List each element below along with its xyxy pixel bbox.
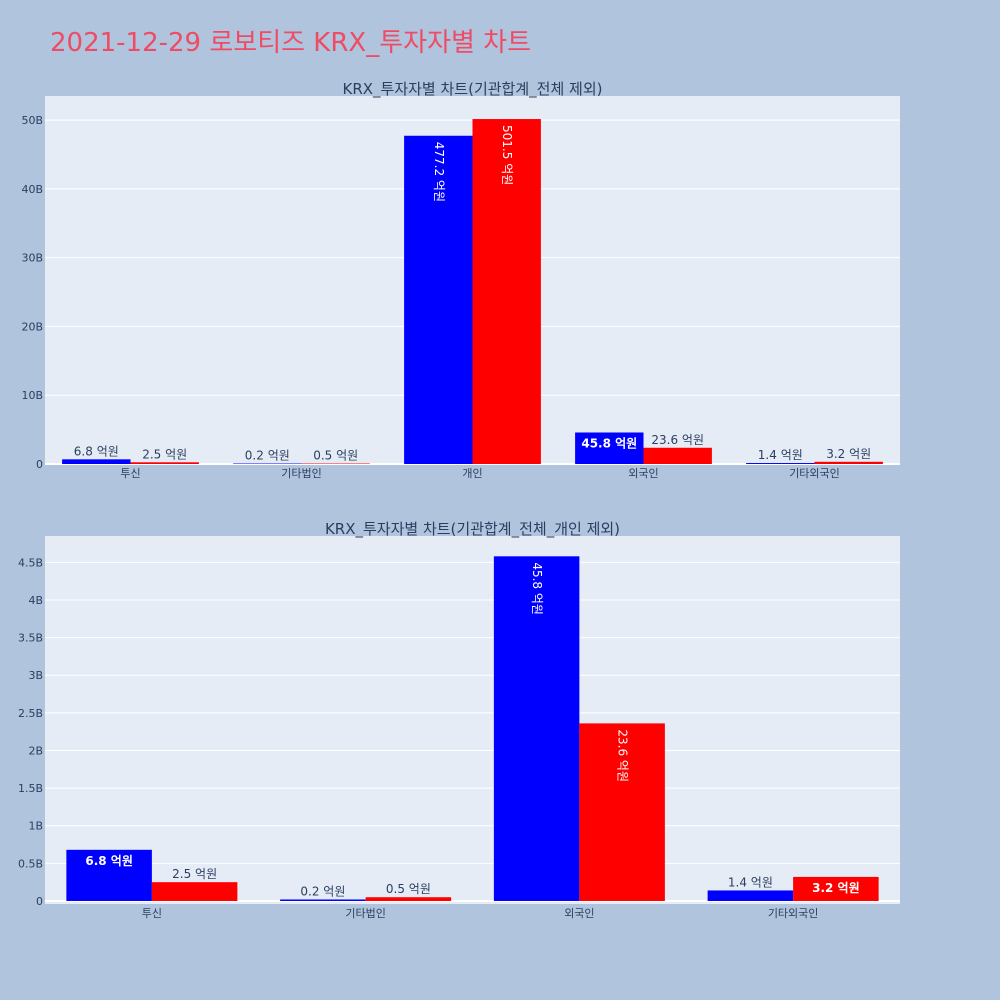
bar-blue [233, 463, 302, 464]
x-tick-label: 기타법인 [345, 907, 385, 920]
bar-red [151, 882, 238, 901]
chart-subtitle-1: KRX_투자자별 차트(기관합계_전체 제외) [343, 80, 603, 99]
x-tick-label: 기타법인 [281, 467, 321, 480]
bar-value-label: 6.8 억원 [85, 854, 133, 868]
x-tick-label: 기타외국인 [789, 467, 840, 480]
chart-subtitle-2: KRX_투자자별 차트(기관합계_전체_개인 제외) [325, 520, 620, 539]
bar-red [130, 462, 199, 464]
bar-value-label: 477.2 억원 [432, 142, 446, 202]
bar-value-label: 2.5 억원 [142, 447, 187, 461]
x-tick-label: 기타외국인 [768, 907, 819, 920]
bar-blue [62, 459, 131, 464]
y-tick-label: 10B [21, 389, 43, 402]
y-tick-label: 0.5B [18, 857, 43, 870]
bar-value-label: 0.2 억원 [245, 449, 290, 463]
y-tick-label: 0 [36, 458, 43, 471]
bar-red [814, 461, 883, 464]
y-tick-label: 40B [21, 183, 43, 196]
bar-value-label: 1.4 억원 [758, 448, 803, 462]
page-title: 2021-12-29 로보티즈 KRX_투자자별 차트 [50, 28, 532, 58]
bar-blue [66, 849, 152, 901]
y-tick-label: 2.5B [18, 707, 43, 720]
bar-red [643, 447, 712, 464]
bar-red [793, 876, 879, 901]
y-tick-label: 30B [21, 252, 43, 265]
bar-blue [404, 135, 473, 464]
bar-blue [493, 556, 580, 901]
bar-blue [575, 432, 644, 464]
y-tick-label: 1.5B [18, 782, 43, 795]
bar-value-label: 3.2 억원 [826, 447, 871, 461]
bar-value-label: 45.8 억원 [581, 436, 637, 450]
y-tick-label: 0 [36, 895, 43, 908]
bar-value-label: 0.2 억원 [300, 884, 345, 898]
bar-value-label: 1.4 억원 [728, 875, 773, 889]
bar-value-label: 45.8 억원 [530, 562, 544, 615]
bar-value-label: 23.6 억원 [651, 433, 704, 447]
bar-value-label: 6.8 억원 [74, 444, 119, 458]
x-tick-label: 외국인 [628, 467, 658, 480]
bar-blue [280, 899, 366, 901]
y-tick-label: 20B [21, 320, 43, 333]
y-tick-label: 50B [21, 114, 43, 127]
bar-value-label: 3.2 억원 [812, 881, 860, 895]
bar-value-label: 23.6 억원 [616, 729, 630, 782]
bar-red [301, 463, 370, 464]
bar-red [472, 119, 541, 464]
bar-value-label: 2.5 억원 [172, 867, 217, 881]
x-tick-label: 외국인 [564, 907, 594, 920]
bar-blue [707, 890, 794, 901]
bar-value-label: 501.5 억원 [500, 125, 514, 185]
bar-value-label: 0.5 억원 [313, 449, 358, 463]
plot-area-2 [45, 536, 900, 904]
y-tick-label: 3B [28, 669, 43, 682]
x-tick-label: 개인 [462, 467, 482, 480]
bar-red [579, 723, 665, 901]
bar-value-label: 0.5 억원 [386, 882, 431, 896]
y-tick-label: 4.5B [18, 556, 43, 569]
x-tick-label: 투신 [120, 467, 140, 480]
y-tick-label: 3.5B [18, 632, 43, 645]
y-tick-label: 4B [28, 594, 43, 607]
y-tick-label: 1B [28, 820, 43, 833]
bar-blue [746, 463, 815, 464]
y-tick-label: 2B [28, 744, 43, 757]
bar-red [365, 897, 452, 901]
x-tick-label: 투신 [142, 907, 162, 920]
